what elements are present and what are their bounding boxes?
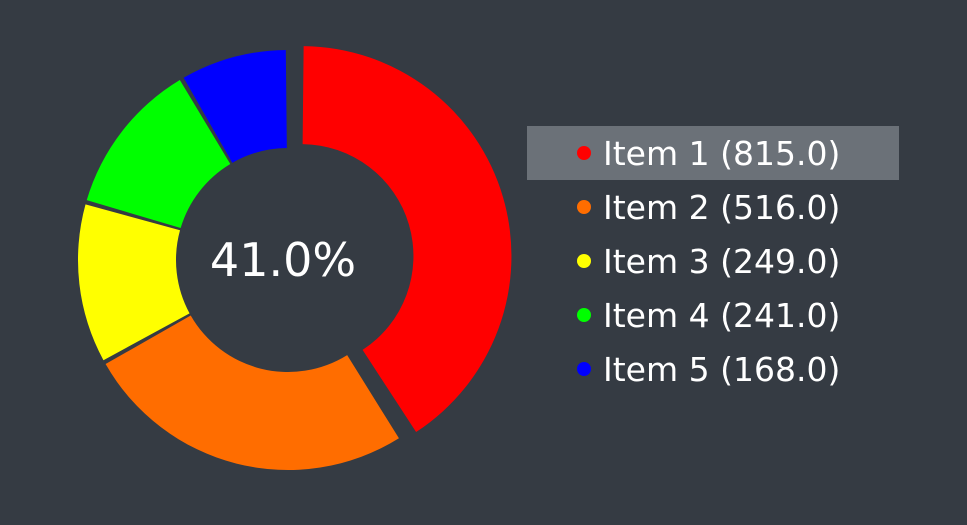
legend-label: Item 5 (168.0) (603, 349, 841, 389)
legend-label: Item 3 (249.0) (603, 241, 841, 281)
legend-label: Item 1 (815.0) (603, 133, 841, 173)
legend-label: Item 4 (241.0) (603, 295, 841, 335)
legend-color-dot (577, 254, 591, 268)
pie-slice-item-5[interactable] (183, 50, 287, 163)
pie-slice-item-2[interactable] (105, 315, 399, 471)
center-percentage-label: 41.0% (209, 233, 357, 287)
pie-slice-item-4[interactable] (86, 80, 231, 229)
legend-item-1[interactable]: Item 1 (815.0) (527, 126, 899, 180)
legend-color-dot (577, 200, 591, 214)
legend-color-dot (577, 146, 591, 160)
legend-item-5[interactable]: Item 5 (168.0) (527, 342, 899, 396)
legend-label: Item 2 (516.0) (603, 187, 841, 227)
legend-color-dot (577, 308, 591, 322)
pie-slice-item-1[interactable] (302, 46, 512, 433)
legend: Item 1 (815.0) Item 2 (516.0) Item 3 (249.… (527, 126, 899, 396)
legend-color-dot (577, 362, 591, 376)
legend-item-2[interactable]: Item 2 (516.0) (527, 180, 899, 234)
legend-item-3[interactable]: Item 3 (249.0) (527, 234, 899, 288)
pie-slice-item-3[interactable] (77, 204, 190, 361)
legend-item-4[interactable]: Item 4 (241.0) (527, 288, 899, 342)
